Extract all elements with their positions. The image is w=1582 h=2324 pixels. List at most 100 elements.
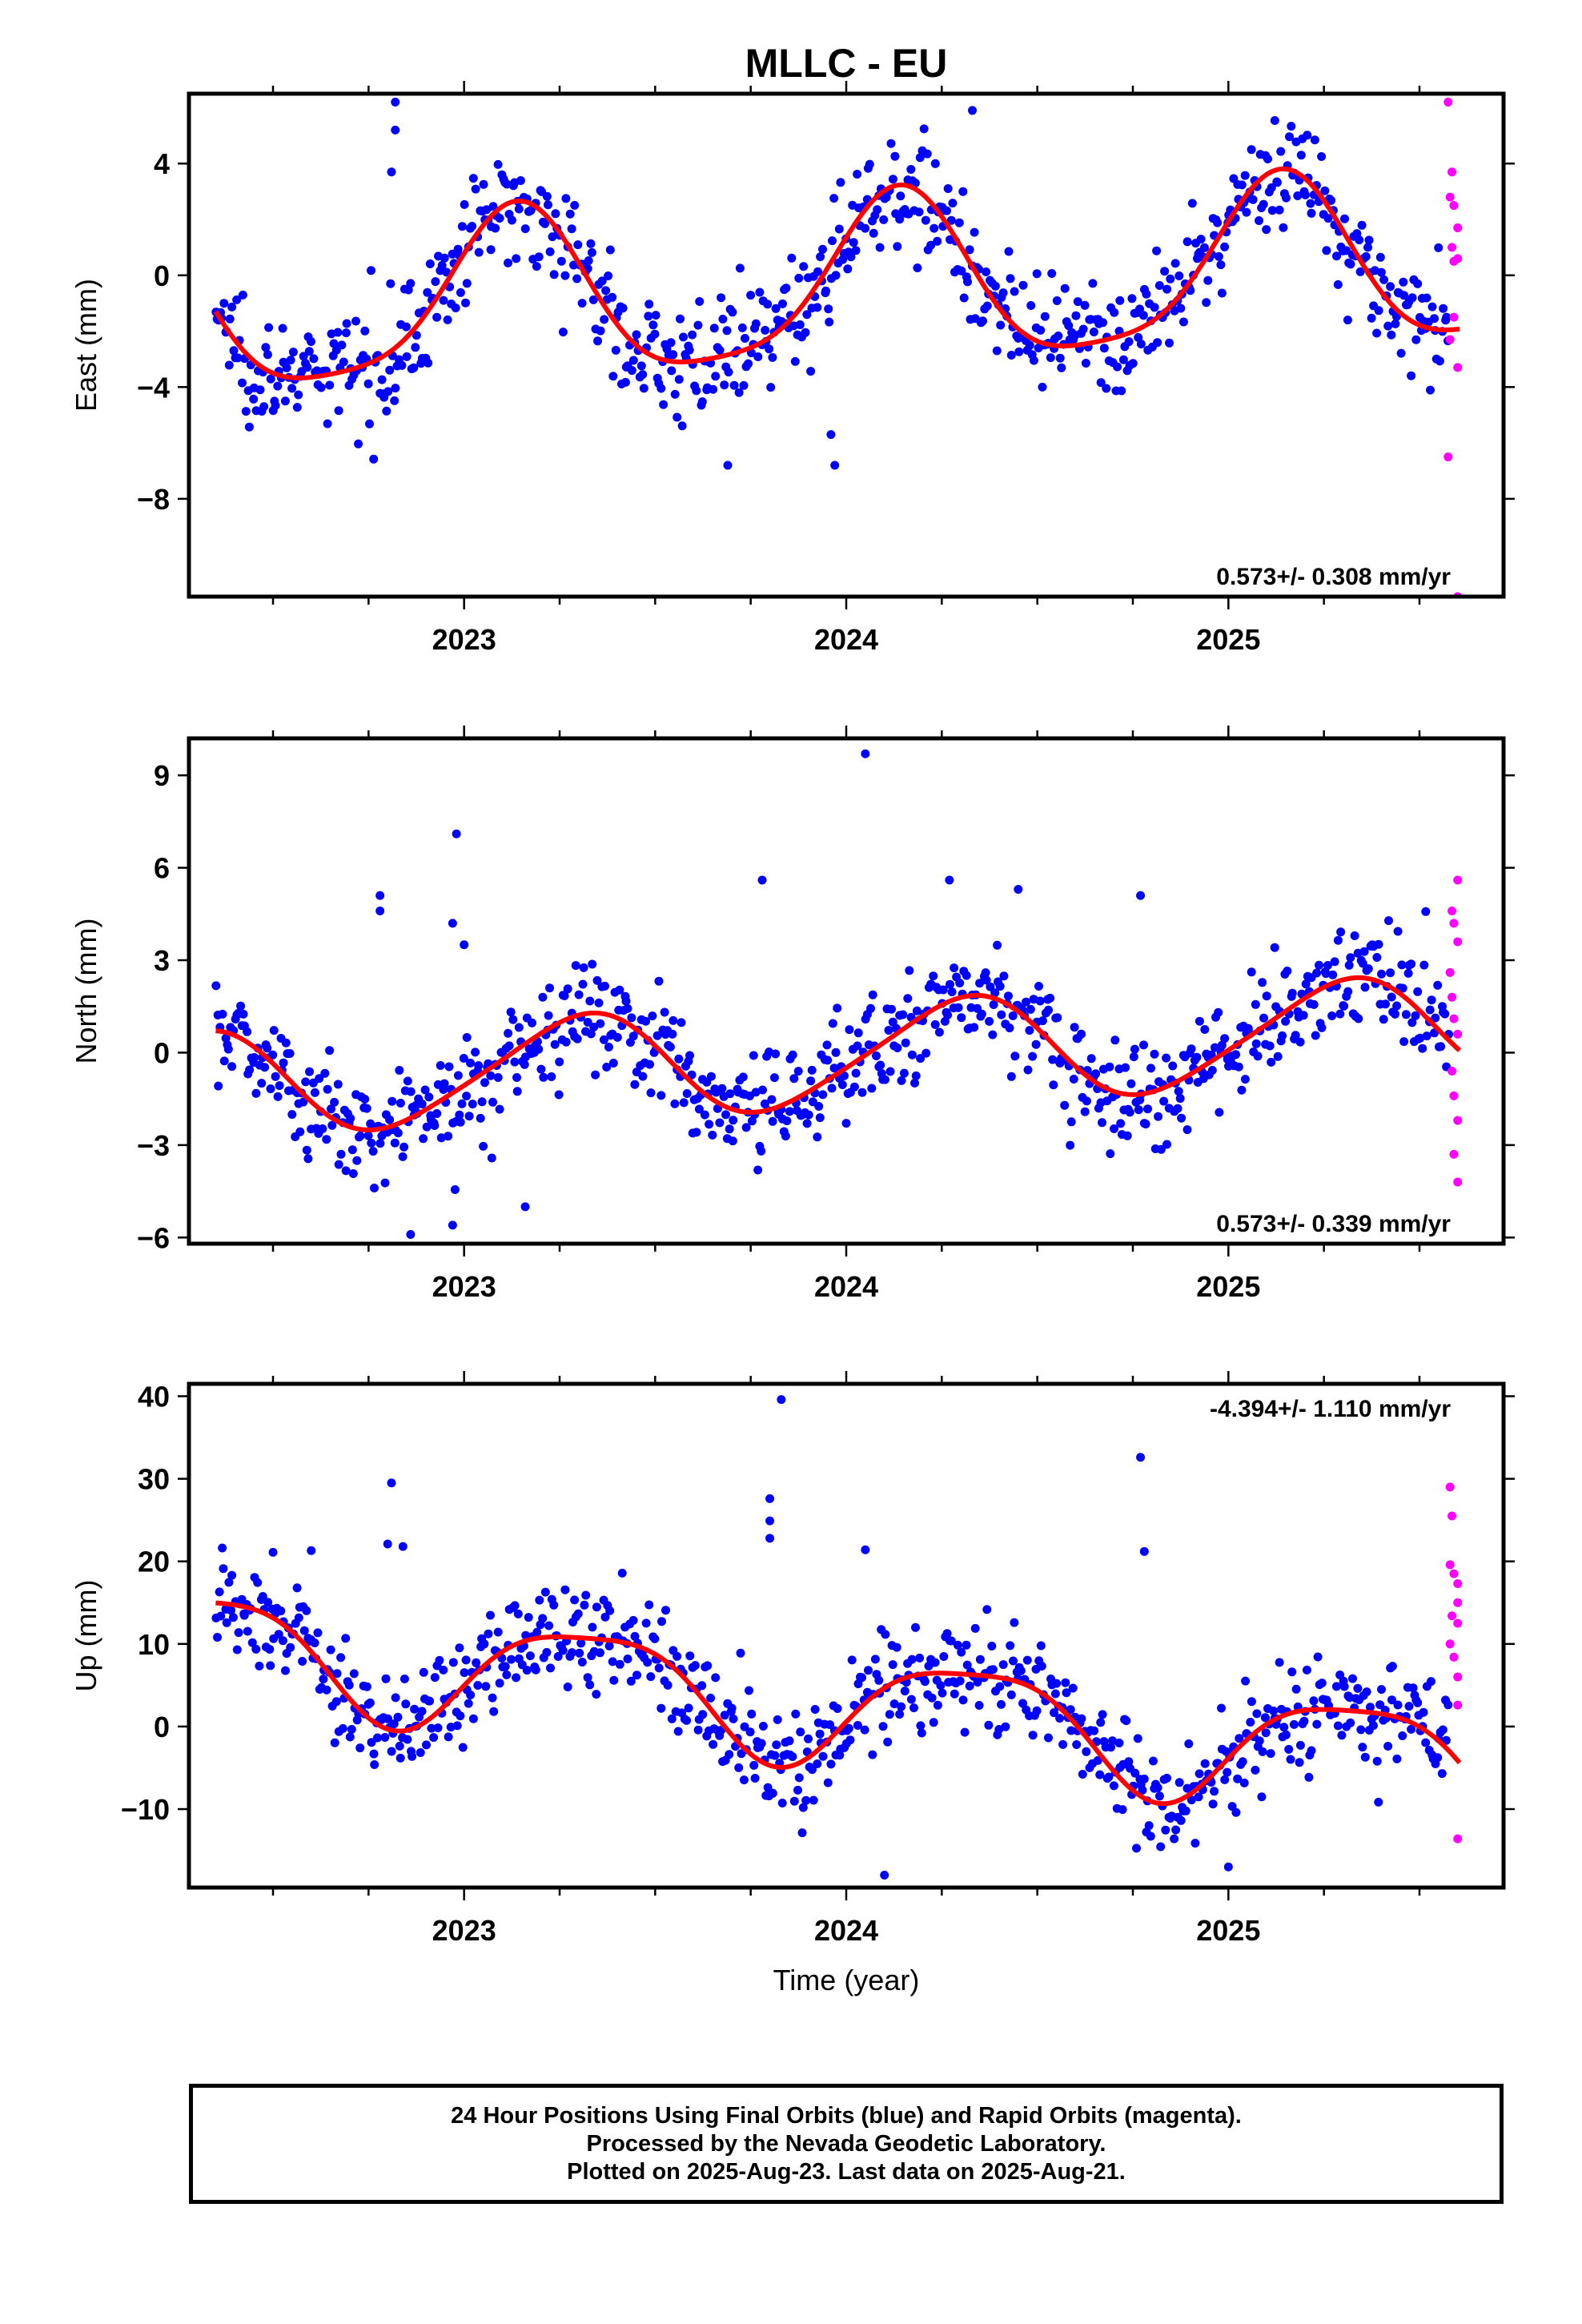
final-orbit-point — [1233, 1774, 1243, 1783]
final-orbit-point — [1160, 267, 1170, 276]
final-orbit-point — [352, 1156, 362, 1165]
final-orbit-point — [1052, 1679, 1062, 1688]
final-orbit-point — [986, 982, 995, 991]
up-panel: 2023 2024 2025 40 30 20 10 0 −10 Up (mm) -4.394+/-… — [70, 1371, 1515, 1947]
final-orbit-point — [751, 1088, 761, 1097]
final-orbit-point — [227, 1606, 235, 1615]
final-orbit-point — [861, 223, 870, 233]
final-orbit-point — [1207, 1066, 1217, 1075]
final-orbit-point — [1257, 1792, 1267, 1802]
final-orbit-point — [546, 1663, 555, 1673]
final-orbit-point — [1247, 145, 1256, 155]
final-orbit-point — [219, 1056, 229, 1066]
final-orbit-point — [540, 1587, 550, 1597]
final-orbit-point — [1258, 1747, 1267, 1756]
final-orbit-point — [1014, 347, 1024, 356]
final-orbit-point — [1139, 1040, 1148, 1050]
final-orbit-point — [1267, 183, 1276, 192]
final-orbit-point — [1262, 991, 1271, 1001]
final-orbit-point — [558, 1646, 568, 1655]
final-orbit-point — [1078, 324, 1088, 334]
y-tick-label: 0 — [154, 259, 170, 292]
final-orbit-point — [1168, 1061, 1178, 1071]
final-orbit-point — [1080, 300, 1090, 310]
final-orbit-point — [793, 1067, 803, 1076]
final-orbit-point — [354, 439, 363, 448]
final-orbit-point — [914, 207, 924, 217]
final-orbit-point — [1383, 1742, 1393, 1751]
final-orbit-point — [514, 204, 524, 214]
final-orbit-point — [741, 334, 749, 343]
rapid-orbit-point — [1453, 223, 1463, 232]
x-tick-label: 2024 — [814, 1270, 878, 1303]
final-orbit-point — [988, 1665, 998, 1675]
final-orbit-point — [787, 253, 797, 263]
final-orbit-point — [929, 971, 938, 981]
final-orbit-point — [721, 1110, 730, 1120]
final-orbit-point — [738, 1072, 748, 1082]
final-orbit-point — [281, 1038, 291, 1047]
final-orbit-point — [273, 381, 283, 391]
final-orbit-point — [910, 179, 920, 188]
final-orbit-point — [1407, 1724, 1416, 1734]
final-orbit-point — [1393, 927, 1403, 936]
final-orbit-point — [1278, 1031, 1287, 1040]
final-orbit-point — [380, 1178, 390, 1188]
final-orbit-point — [1407, 293, 1417, 303]
plot-area — [211, 97, 1463, 597]
final-orbit-point — [560, 991, 569, 1000]
final-orbit-point — [933, 1700, 942, 1710]
final-orbit-point — [794, 273, 804, 283]
final-orbit-point — [747, 1116, 757, 1126]
final-orbit-point — [539, 1072, 548, 1082]
final-orbit-point — [588, 1622, 597, 1632]
final-orbit-point — [579, 963, 588, 972]
final-orbit-point — [632, 1068, 641, 1077]
final-orbit-point — [1302, 1665, 1311, 1675]
final-orbit-point — [316, 383, 326, 392]
footer-line-2: Processed by the Nevada Geodetic Laborat… — [586, 2130, 1106, 2157]
final-orbit-point — [1295, 1037, 1305, 1047]
final-orbit-point — [1260, 1713, 1270, 1723]
final-orbit-point — [370, 1760, 379, 1769]
final-orbit-point — [1356, 1725, 1366, 1735]
final-orbit-point — [417, 1707, 427, 1716]
final-orbit-point — [912, 1006, 921, 1015]
final-orbit-point — [861, 1545, 870, 1554]
final-orbit-point — [1240, 1075, 1250, 1084]
final-orbit-point — [592, 1690, 601, 1699]
final-orbit-point — [377, 375, 387, 384]
final-orbit-point — [1080, 1107, 1090, 1116]
final-orbit-point — [1047, 269, 1057, 278]
final-orbit-point — [1055, 1714, 1065, 1723]
final-orbit-point — [861, 749, 870, 758]
final-orbit-point — [1070, 1023, 1079, 1032]
rapid-orbit-point — [1447, 243, 1457, 252]
final-orbit-point — [234, 1628, 243, 1638]
final-orbit-point — [1368, 1721, 1378, 1731]
final-orbit-point — [845, 1025, 854, 1035]
final-orbit-point — [667, 366, 677, 376]
final-orbit-point — [690, 1661, 700, 1671]
final-orbit-point — [1214, 1007, 1223, 1017]
final-orbit-point — [466, 1691, 476, 1699]
final-orbit-point — [846, 252, 856, 262]
final-orbit-point — [758, 1085, 767, 1095]
final-orbit-point — [1106, 1149, 1115, 1159]
final-orbit-point — [628, 356, 638, 365]
final-orbit-point — [1437, 1769, 1447, 1779]
final-orbit-point — [460, 1668, 469, 1678]
final-orbit-point — [1066, 1705, 1075, 1715]
final-orbit-point — [1034, 982, 1043, 991]
final-orbit-point — [334, 406, 343, 416]
final-orbit-point — [1050, 1689, 1060, 1699]
final-orbit-point — [1247, 967, 1256, 977]
y-tick-label: 6 — [154, 852, 170, 885]
final-orbit-point — [1068, 1683, 1078, 1693]
final-orbit-point — [725, 1750, 734, 1759]
final-orbit-point — [330, 1738, 339, 1747]
final-orbit-point — [1152, 246, 1162, 255]
final-orbit-point — [868, 990, 877, 999]
final-orbit-point — [1182, 237, 1192, 247]
final-orbit-point — [1333, 1721, 1343, 1731]
